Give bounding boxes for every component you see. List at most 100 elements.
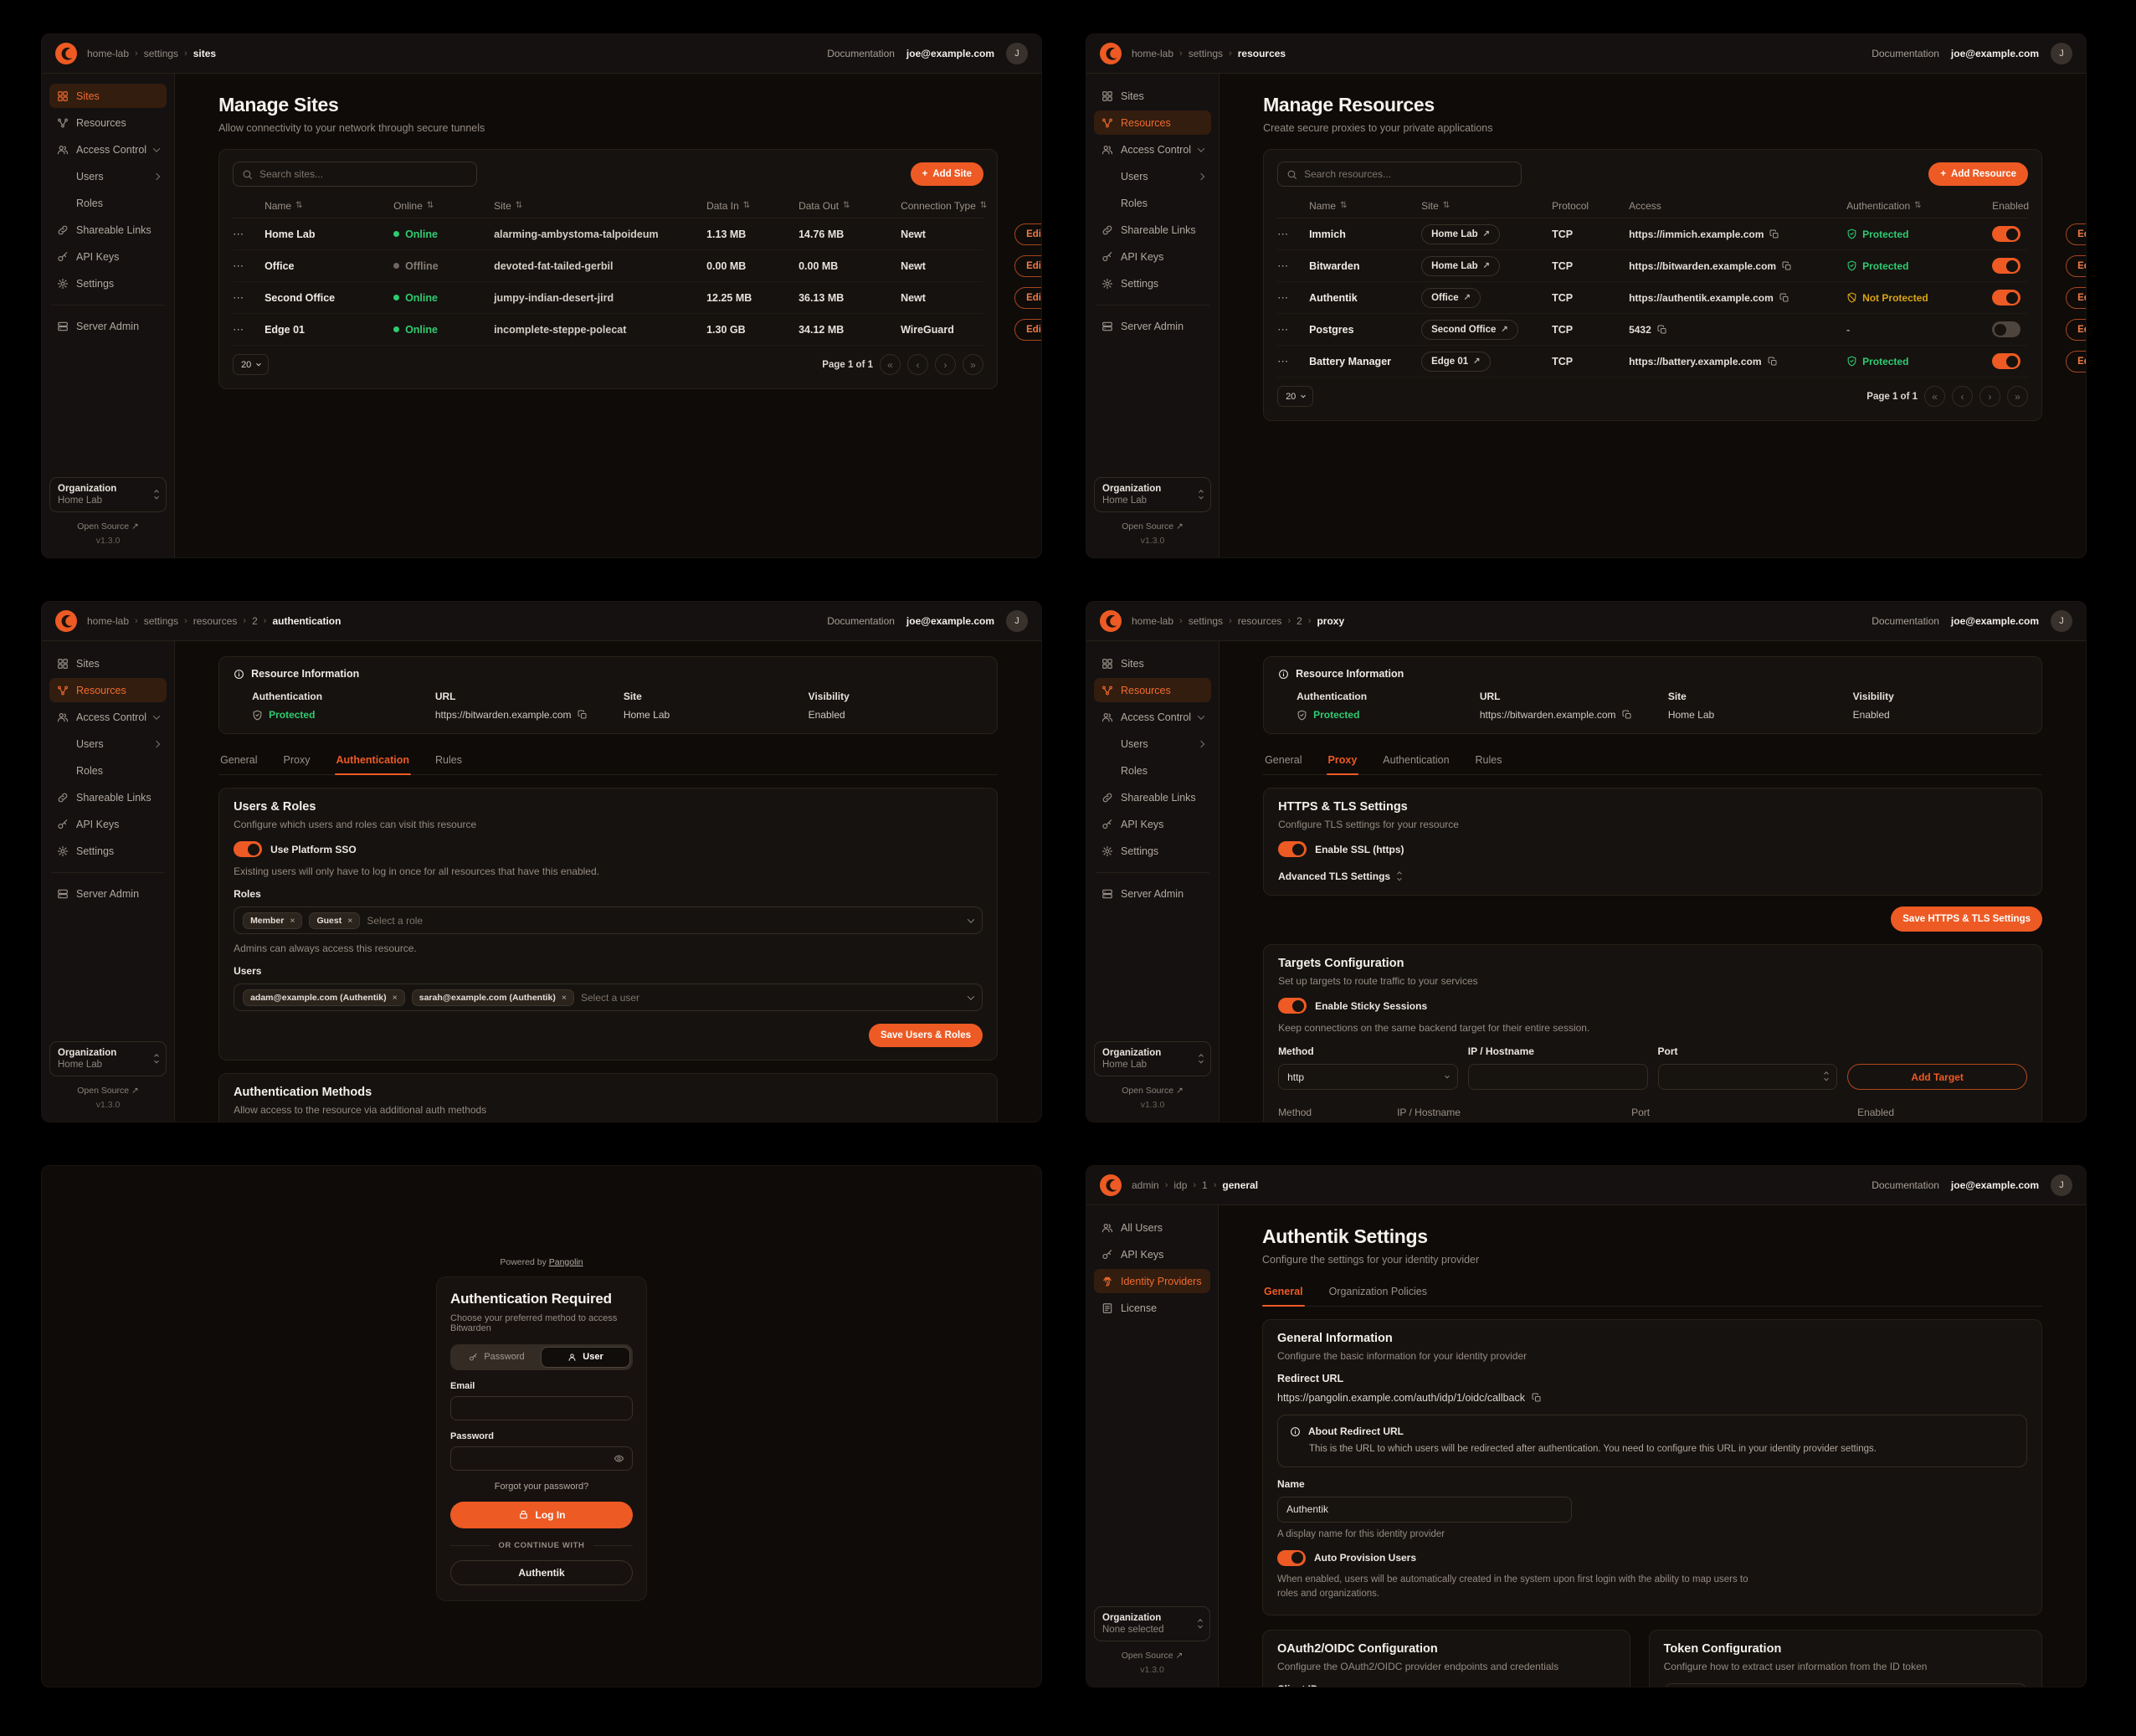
roles-multiselect[interactable]: Member × Guest × Select a role bbox=[234, 907, 983, 934]
sidebar-item-roles[interactable]: Roles bbox=[1121, 764, 1148, 777]
copy-icon[interactable] bbox=[1657, 325, 1667, 335]
documentation-link[interactable]: Documentation bbox=[1872, 615, 1939, 627]
copy-icon[interactable] bbox=[1532, 1393, 1542, 1403]
pangolin-logo-icon[interactable] bbox=[1100, 43, 1122, 64]
enabled-toggle[interactable] bbox=[1992, 258, 2021, 274]
first-page-button[interactable]: « bbox=[1924, 386, 1945, 407]
sidebar-item-sites[interactable]: Sites bbox=[49, 84, 167, 108]
sidebar-item-sites[interactable]: Sites bbox=[49, 651, 167, 675]
pangolin-logo-icon[interactable] bbox=[55, 610, 77, 632]
col-name[interactable]: Name ⇅ bbox=[1309, 199, 1348, 212]
sidebar-item-users[interactable]: Users bbox=[49, 732, 167, 756]
sidebar-item-settings[interactable]: Settings bbox=[1094, 271, 1211, 295]
platform-sso-toggle[interactable] bbox=[234, 841, 263, 857]
user-email[interactable]: joe@example.com bbox=[1950, 615, 2039, 627]
sidebar-item-server-admin[interactable]: Server Admin bbox=[1094, 314, 1211, 338]
sidebar-item-roles[interactable]: Roles bbox=[49, 191, 167, 215]
col-connection-type[interactable]: Connection Type ⇅ bbox=[901, 199, 988, 212]
sticky-sessions-toggle[interactable] bbox=[1278, 998, 1307, 1014]
row-menu-button[interactable]: ⋯ bbox=[1277, 323, 1302, 336]
sidebar-item-access-control[interactable]: Access Control bbox=[49, 137, 167, 162]
stepper-icon[interactable] bbox=[1824, 1071, 1830, 1081]
col-site[interactable]: Site ⇅ bbox=[494, 199, 523, 212]
sidebar-item-roles[interactable]: Roles bbox=[1121, 197, 1148, 209]
prev-page-button[interactable]: ‹ bbox=[1952, 386, 1973, 407]
sidebar-item-settings[interactable]: Settings bbox=[49, 839, 167, 863]
site-link-pill[interactable]: Office ↗ bbox=[1421, 287, 1481, 308]
enabled-toggle[interactable] bbox=[1992, 321, 2021, 337]
organization-selector[interactable]: Organization Home Lab bbox=[49, 1041, 167, 1076]
sidebar-item-settings[interactable]: Settings bbox=[49, 271, 167, 295]
forgot-password-link[interactable]: Forgot your password? bbox=[494, 1481, 589, 1492]
organization-selector[interactable]: Organization Home Lab bbox=[49, 477, 167, 512]
enable-ssl-toggle[interactable] bbox=[1278, 841, 1307, 857]
copy-icon[interactable] bbox=[1782, 261, 1792, 271]
tab-rules[interactable]: Rules bbox=[1475, 754, 1502, 766]
pangolin-logo-icon[interactable] bbox=[1100, 610, 1122, 632]
tab-general[interactable]: General bbox=[1262, 1279, 1305, 1307]
documentation-link[interactable]: Documentation bbox=[827, 615, 895, 627]
user-email[interactable]: joe@example.com bbox=[1950, 48, 2039, 59]
site-link-pill[interactable]: Home Lab ↗ bbox=[1421, 223, 1501, 244]
pangolin-logo-icon[interactable] bbox=[55, 43, 77, 64]
sidebar-item-resources[interactable]: Resources bbox=[49, 110, 167, 135]
sidebar-item-shareable-links[interactable]: Shareable Links bbox=[49, 785, 167, 809]
copy-icon[interactable] bbox=[1622, 710, 1632, 720]
sidebar-item-server-admin[interactable]: Server Admin bbox=[49, 881, 167, 906]
col-authentication[interactable]: Authentication ⇅ bbox=[1846, 199, 1922, 212]
documentation-link[interactable]: Documentation bbox=[827, 48, 895, 59]
sidebar-item-users[interactable]: Users bbox=[1094, 732, 1211, 756]
sidebar-item-shareable-links[interactable]: Shareable Links bbox=[1094, 785, 1211, 809]
close-icon[interactable]: × bbox=[392, 992, 398, 1003]
edit-button[interactable]: Edit→ bbox=[2066, 254, 2086, 277]
sidebar-item-users[interactable]: Users bbox=[1094, 164, 1211, 188]
row-menu-button[interactable]: ⋯ bbox=[233, 259, 258, 273]
idp-name-input[interactable] bbox=[1286, 1503, 1563, 1516]
last-page-button[interactable]: » bbox=[963, 354, 983, 375]
advanced-tls-settings[interactable]: Advanced TLS Settings bbox=[1278, 871, 2027, 882]
sidebar-item-users[interactable]: Users bbox=[49, 164, 167, 188]
user-email[interactable]: joe@example.com bbox=[906, 615, 994, 627]
copy-icon[interactable] bbox=[578, 710, 588, 720]
sidebar-item-all-users[interactable]: All Users bbox=[1094, 1215, 1210, 1240]
page-size-select[interactable]: 20 bbox=[233, 354, 270, 375]
documentation-link[interactable]: Documentation bbox=[1872, 48, 1939, 59]
site-link-pill[interactable]: Second Office ↗ bbox=[1421, 319, 1518, 340]
user-email[interactable]: joe@example.com bbox=[906, 48, 994, 59]
next-page-button[interactable]: › bbox=[1979, 386, 2000, 407]
close-icon[interactable]: × bbox=[347, 915, 353, 926]
log-in-button[interactable]: Log In bbox=[450, 1501, 633, 1528]
save-users-roles-button[interactable]: Save Users & Roles bbox=[868, 1024, 983, 1047]
user-chip[interactable]: sarah@example.com (Authentik) × bbox=[411, 989, 574, 1006]
row-menu-button[interactable]: ⋯ bbox=[1277, 355, 1302, 368]
open-source-link[interactable]: Open Source ↗ bbox=[1122, 1086, 1184, 1096]
col-data-out[interactable]: Data Out ⇅ bbox=[798, 199, 850, 212]
method-select[interactable]: http bbox=[1278, 1064, 1458, 1090]
sidebar-item-access-control[interactable]: Access Control bbox=[1094, 137, 1211, 162]
search-resources-input[interactable] bbox=[1277, 162, 1522, 187]
tab-user[interactable]: User bbox=[541, 1346, 630, 1368]
row-menu-button[interactable]: ⋯ bbox=[1277, 228, 1302, 241]
site-link-pill[interactable]: Home Lab ↗ bbox=[1421, 255, 1501, 276]
edit-button[interactable]: Edit→ bbox=[2066, 286, 2086, 309]
port-input[interactable] bbox=[1666, 1071, 1819, 1083]
sidebar-item-server-admin[interactable]: Server Admin bbox=[49, 314, 167, 338]
sidebar-item-shareable-links[interactable]: Shareable Links bbox=[49, 218, 167, 242]
open-source-link[interactable]: Open Source ↗ bbox=[77, 1086, 139, 1096]
site-link-pill[interactable]: Edge 01 ↗ bbox=[1421, 351, 1491, 372]
row-menu-button[interactable]: ⋯ bbox=[233, 228, 258, 241]
copy-icon[interactable] bbox=[1779, 293, 1789, 303]
tab-password[interactable]: Password bbox=[453, 1347, 541, 1368]
close-icon[interactable]: × bbox=[561, 992, 567, 1003]
tab-proxy[interactable]: Proxy bbox=[1326, 747, 1359, 775]
tab-organization-policies[interactable]: Organization Policies bbox=[1328, 1286, 1427, 1297]
sidebar-item-resources[interactable]: Resources bbox=[49, 678, 167, 702]
edit-button[interactable]: Edit→ bbox=[2066, 350, 2086, 372]
copy-icon[interactable] bbox=[1768, 357, 1778, 367]
edit-button[interactable]: Edit→ bbox=[2066, 223, 2086, 245]
edit-button[interactable]: Edit→ bbox=[1014, 223, 1041, 245]
sidebar-item-server-admin[interactable]: Server Admin bbox=[1094, 881, 1211, 906]
col-name[interactable]: Name ⇅ bbox=[264, 199, 303, 212]
sidebar-item-license[interactable]: License bbox=[1094, 1296, 1210, 1320]
close-icon[interactable]: × bbox=[290, 915, 295, 926]
